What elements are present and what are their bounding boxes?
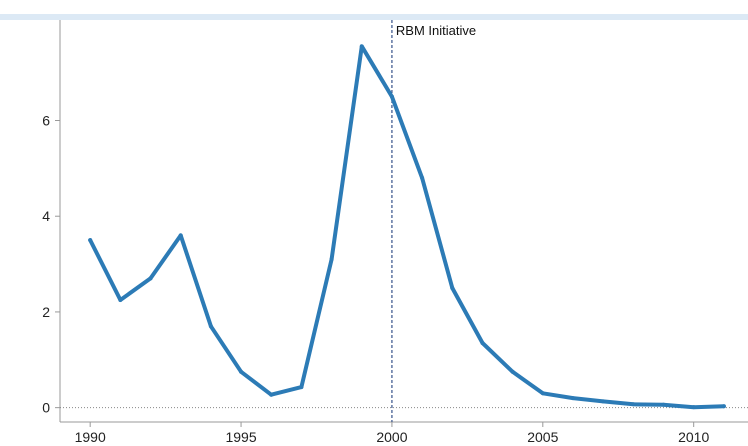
data-point-2008	[631, 402, 636, 407]
x-axis: 1990 1995 2000 2005 2010	[75, 422, 709, 445]
data-point-2000	[389, 94, 394, 99]
data-point-1993	[178, 233, 183, 238]
data-point-2002	[450, 286, 455, 290]
data-points-layer	[88, 44, 726, 410]
data-point-1995	[239, 369, 244, 374]
data-point-2006	[570, 396, 575, 401]
plot-frame	[59, 20, 748, 423]
data-point-2005	[540, 391, 545, 396]
x-tick-label-1990: 1990	[75, 429, 106, 445]
data-point-1997	[299, 385, 304, 390]
data-point-1994	[208, 324, 213, 329]
y-tick-label-0: 0	[42, 400, 50, 416]
y-tick-label-6: 6	[42, 113, 50, 129]
x-tick-label-2010: 2010	[678, 429, 709, 445]
data-point-2001	[420, 175, 425, 180]
data-point-1999	[359, 44, 364, 49]
x-tick-label-2005: 2005	[527, 429, 558, 445]
data-point-2010	[691, 405, 696, 410]
series-layer	[88, 44, 726, 410]
y-tick-label-4: 4	[42, 208, 50, 224]
y-axis: 0 2 4 6	[42, 113, 60, 416]
data-point-2009	[661, 402, 666, 407]
x-tick-label-2000: 2000	[376, 429, 407, 445]
data-point-1990	[88, 238, 93, 243]
data-point-2007	[601, 399, 606, 404]
x-tick-label-1995: 1995	[225, 429, 256, 445]
data-point-1996	[269, 392, 274, 397]
data-point-1991	[118, 297, 123, 302]
data-point-2011	[721, 404, 726, 409]
top-color-band	[0, 14, 748, 20]
data-point-2003	[480, 341, 485, 346]
data-point-1992	[148, 276, 153, 281]
data-point-1998	[329, 257, 334, 262]
series-line-0	[88, 44, 726, 410]
y-tick-label-2: 2	[42, 304, 50, 320]
annotation-label: RBM Initiative	[396, 23, 476, 38]
annotation-layer: RBM Initiative	[391, 20, 476, 422]
data-point-2004	[510, 369, 515, 374]
